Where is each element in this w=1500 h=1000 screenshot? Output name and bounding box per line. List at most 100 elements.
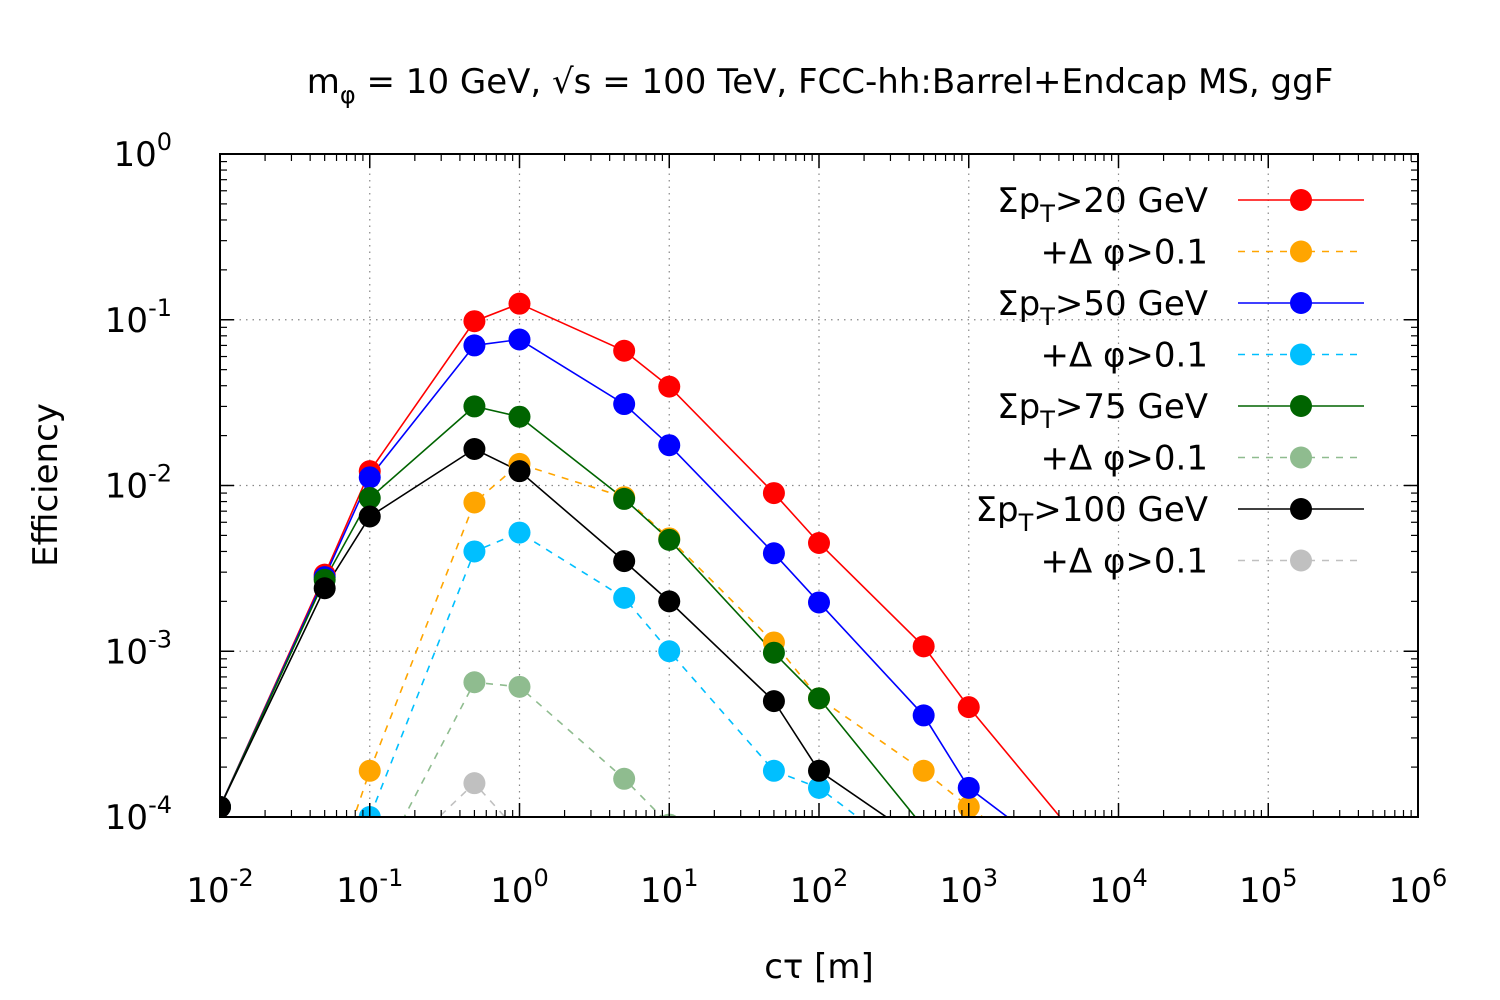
data-point [508, 521, 531, 544]
data-point [912, 759, 935, 782]
y-tick-label-exponent: -2 [148, 460, 172, 488]
legend-marker [1290, 292, 1312, 314]
x-tick-label-base: 10 [490, 871, 533, 911]
data-point [463, 334, 486, 357]
x-tick-label-exponent: 6 [1432, 864, 1447, 892]
data-point [613, 550, 636, 573]
data-point [509, 822, 531, 844]
data-point [808, 531, 830, 554]
data-point [313, 577, 336, 600]
y-tick-label: 10-2 [105, 460, 172, 507]
y-tick-label: 10-4 [105, 791, 172, 838]
y-tick-label-base: 10 [105, 632, 148, 672]
data-point [808, 776, 830, 799]
chart-title-rest: = 10 GeV, √s = 100 TeV, FCC-hh:Barrel+En… [356, 62, 1334, 102]
x-tick-label-base: 10 [1389, 871, 1432, 911]
data-point [463, 395, 486, 418]
x-tick-label-exponent: 0 [533, 864, 548, 892]
grid-lines [220, 154, 1418, 817]
legend-label: ΣpT>75 GeV [997, 387, 1208, 434]
legend-marker [1290, 498, 1312, 520]
x-tick-label-base: 10 [1239, 871, 1282, 911]
data-point [358, 759, 381, 782]
legend-label-rest: >20 GeV [1055, 181, 1208, 221]
x-axis-label: cτ [m] [764, 947, 874, 987]
data-point [957, 776, 980, 799]
data-point [762, 482, 785, 505]
data-point [358, 466, 381, 489]
legend-label-subscript: T [1039, 200, 1055, 228]
legend-label: ΣpT>50 GeV [997, 284, 1208, 331]
legend-marker [1290, 395, 1312, 417]
x-tick-label-exponent: 4 [1132, 864, 1147, 892]
series-line [353, 463, 985, 817]
data-point [808, 591, 830, 614]
y-tick-label: 100 [113, 128, 172, 175]
axis-ticks [219, 153, 1419, 818]
data-point [762, 641, 785, 664]
data-point [912, 704, 935, 727]
y-tick-label-base: 10 [105, 798, 148, 838]
data-point [613, 339, 636, 362]
y-tick-label-exponent: -4 [148, 791, 172, 819]
y-axis-label: Efficiency [26, 403, 66, 567]
data-point [658, 375, 681, 398]
legend-label-rest: >100 GeV [1033, 490, 1208, 530]
legend-label-subscript: T [1018, 509, 1034, 537]
data-point [1062, 856, 1084, 878]
chart-title-main: m [307, 62, 340, 102]
x-tick-label-base: 10 [186, 871, 229, 911]
series-line [220, 338, 1009, 817]
chart-title-subscript: φ [340, 81, 356, 109]
data-point [358, 505, 381, 528]
legend-label: +Δ φ>0.1 [1040, 336, 1208, 376]
data-point [762, 690, 785, 713]
data-point [912, 635, 935, 658]
legend-label-main: +Δ φ>0.1 [1040, 542, 1208, 582]
data-point [658, 434, 681, 457]
tick-labels: 10-2 10-1 100 101 102 103 104 105 10610-410-310-… [105, 128, 1447, 911]
legend-label: +Δ φ>0.1 [1040, 439, 1208, 479]
x-tick-label-base: 10 [1089, 871, 1132, 911]
legend: ΣpT>20 GeV +Δ φ>0.1 ΣpT>50 GeV +Δ φ>0.1 ΣpT>… [976, 181, 1364, 582]
y-tick-label-base: 10 [113, 135, 156, 175]
x-tick-label-base: 10 [336, 871, 379, 911]
y-tick-label-exponent: -3 [148, 625, 172, 653]
x-tick-label-exponent: 1 [683, 864, 698, 892]
data-point [613, 767, 636, 790]
data-point [658, 590, 681, 613]
x-tick-label: 105 [1239, 864, 1298, 911]
legend-label-rest: >50 GeV [1055, 284, 1208, 324]
data-point [613, 393, 636, 416]
legend-marker [1290, 549, 1312, 572]
data-point [463, 772, 486, 795]
data-point [508, 292, 531, 315]
x-tick-label: 10-1 [336, 864, 403, 911]
x-tick-label: 101 [640, 864, 699, 911]
data-point [508, 328, 531, 351]
legend-label: +Δ φ>0.1 [1040, 542, 1208, 582]
x-tick-label-exponent: -2 [230, 864, 254, 892]
data-point [463, 540, 486, 563]
legend-label-rest: >75 GeV [1055, 387, 1208, 427]
data-point [463, 671, 486, 694]
legend-label: ΣpT>20 GeV [997, 181, 1208, 228]
x-tick-label-exponent: 2 [833, 864, 848, 892]
legend-label-main: +Δ φ>0.1 [1040, 336, 1208, 376]
legend-marker [1290, 446, 1312, 469]
legend-label-main: +Δ φ>0.1 [1040, 439, 1208, 479]
y-tick-label-exponent: 0 [157, 128, 172, 156]
series-lines [220, 302, 1062, 817]
data-point [658, 640, 681, 663]
data-point [613, 586, 636, 609]
data-point [658, 528, 681, 551]
data-point [508, 675, 531, 698]
x-tick-label: 102 [790, 864, 849, 911]
x-tick-label-base: 10 [640, 871, 683, 911]
legend-marker [1290, 343, 1312, 366]
y-tick-label-base: 10 [105, 301, 148, 341]
data-point [957, 696, 980, 719]
legend-label-main: +Δ φ>0.1 [1040, 233, 1208, 273]
data-point [463, 438, 486, 461]
x-tick-label: 106 [1389, 864, 1448, 911]
